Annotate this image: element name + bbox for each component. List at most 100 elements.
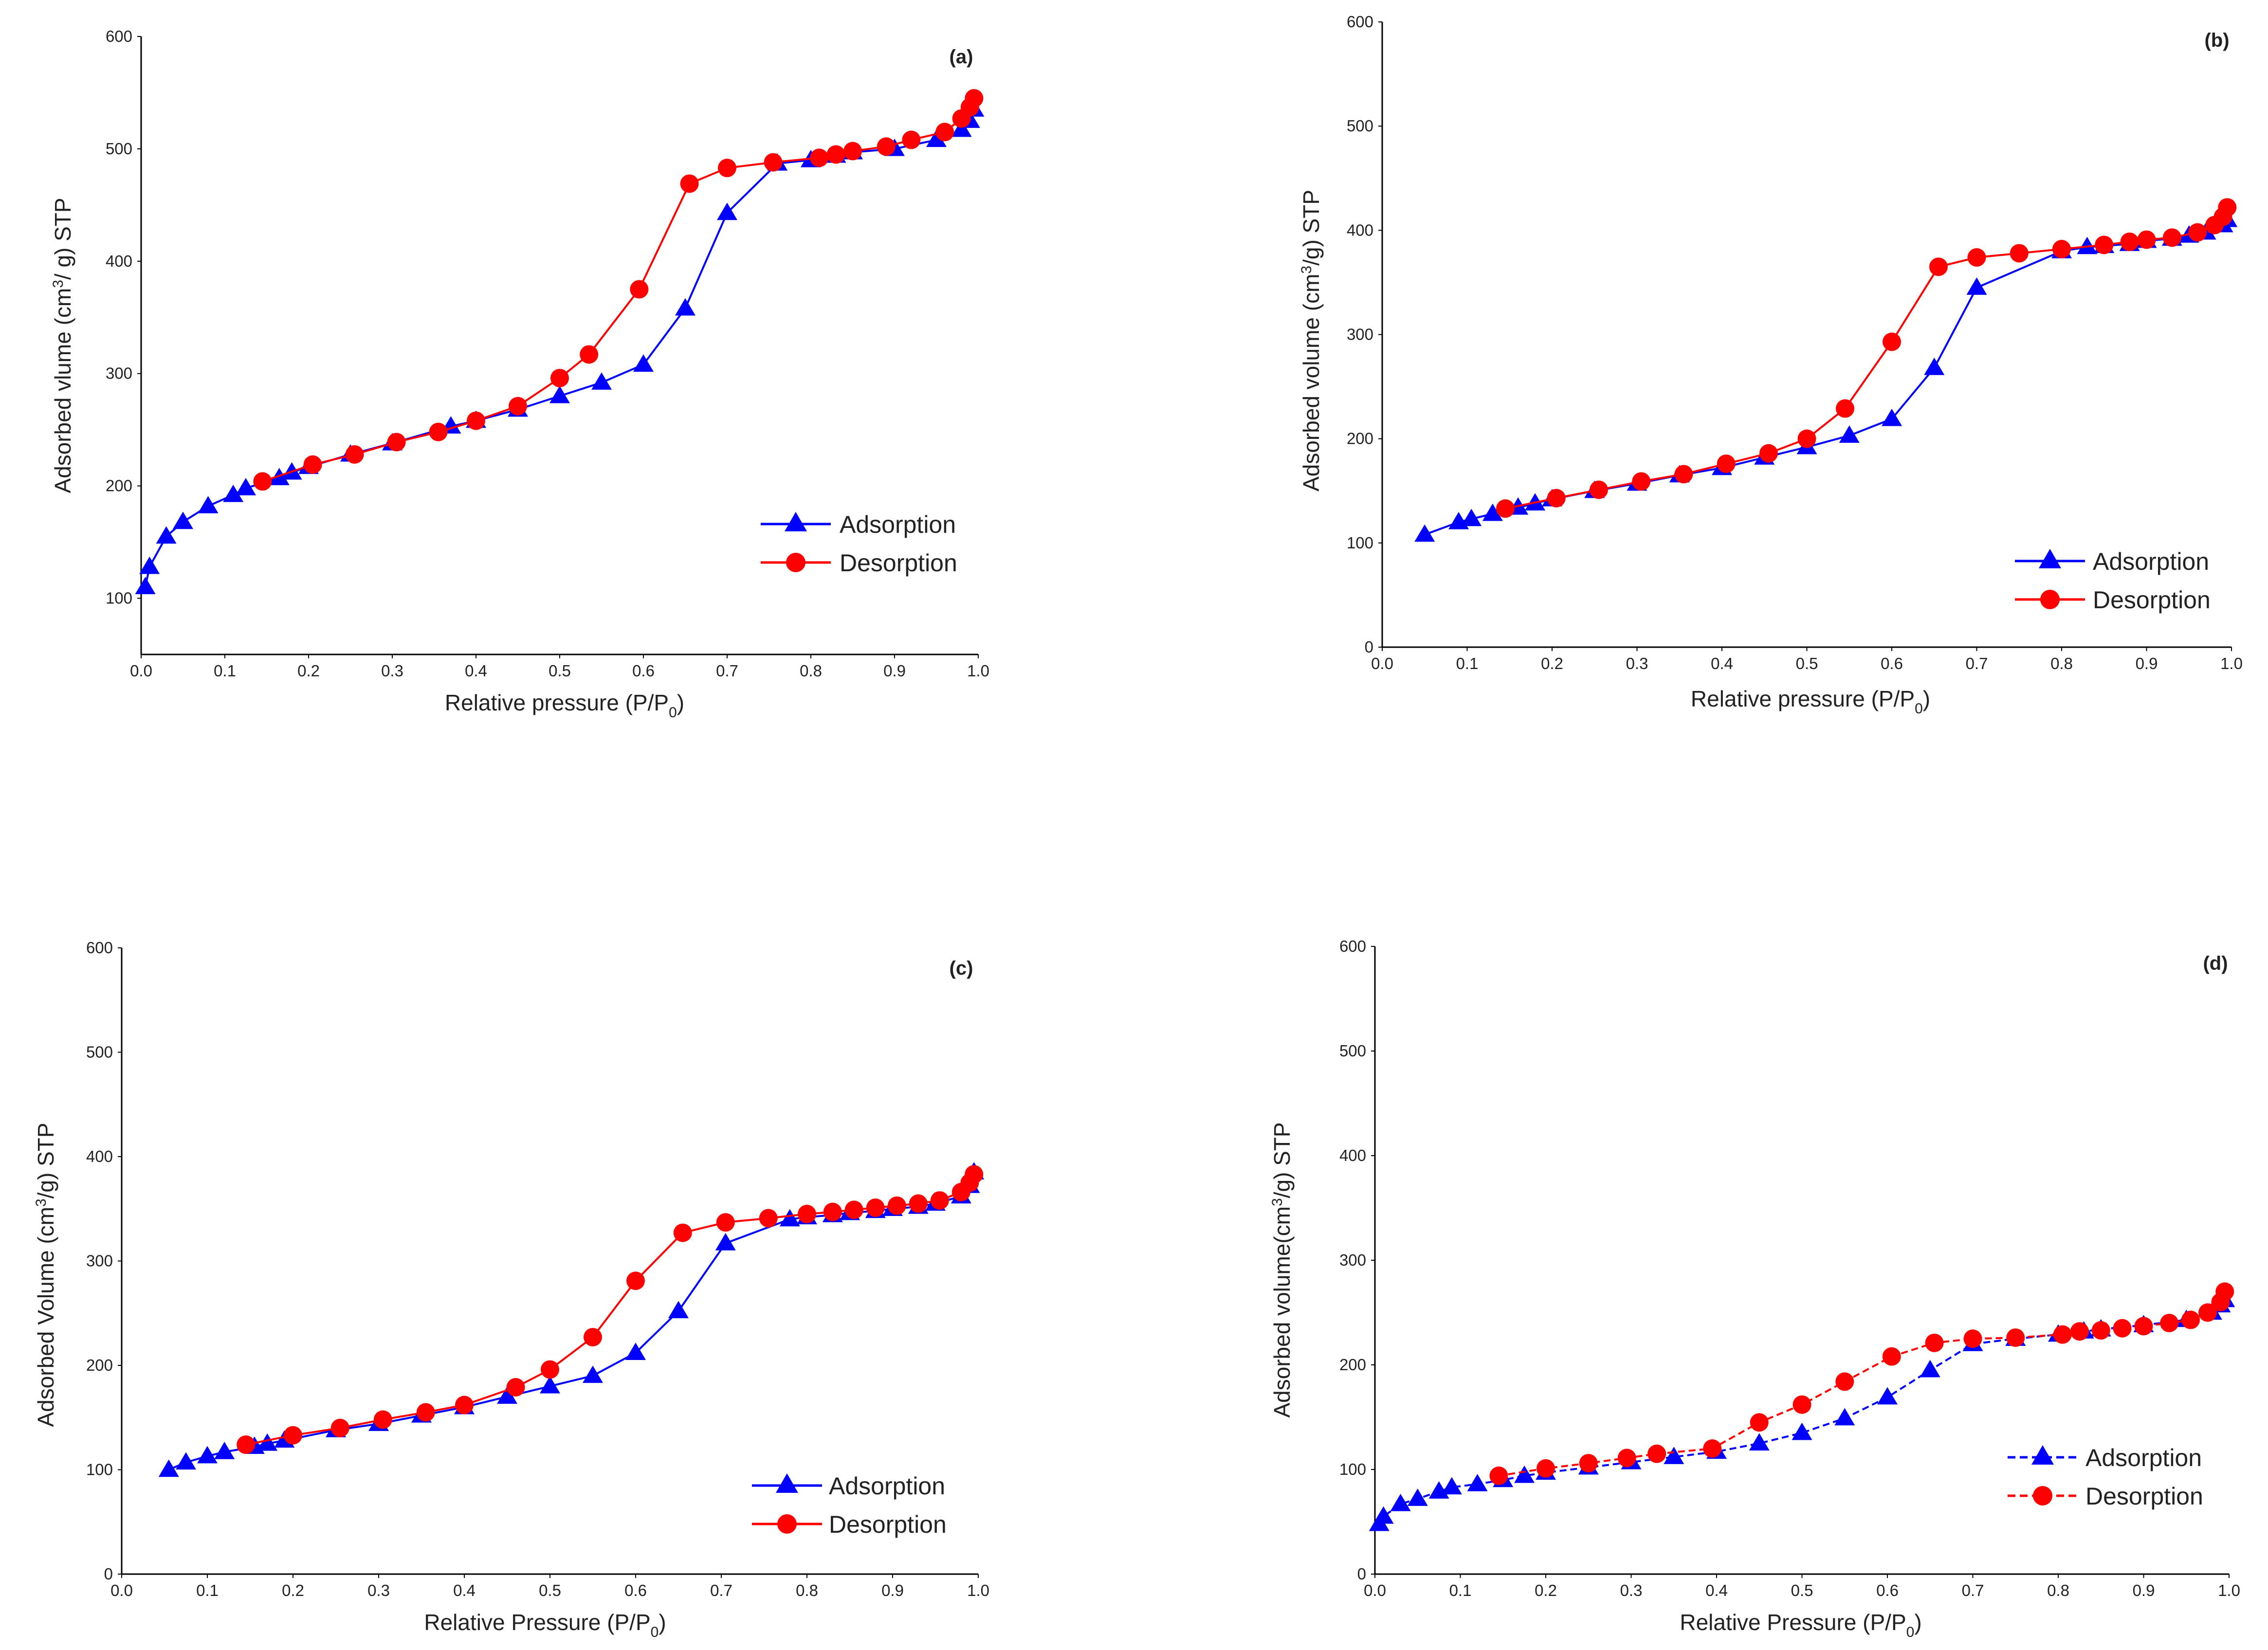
panel-b-x-axis-title: Relative pressure (P/P0): [1691, 686, 1930, 717]
panel-d-desorption-line: [1499, 1291, 2226, 1477]
desorption-point: [1929, 257, 1948, 276]
adsorption-point: [2077, 236, 2098, 254]
y-tick-label: 500: [1339, 1042, 1366, 1060]
legend-adsorption-marker: [752, 1473, 822, 1493]
y-tick-label: 100: [86, 1461, 113, 1479]
desorption-point: [680, 174, 699, 193]
panel-d-legend: Adsorption Desorption: [2008, 1444, 2203, 1510]
adsorption-point: [1467, 1474, 1488, 1491]
x-tick-label: 0.3: [1626, 654, 1648, 672]
adsorption-point: [198, 496, 219, 513]
desorption-point: [1882, 1347, 1901, 1366]
x-tick-label: 0.7: [1962, 1581, 1984, 1599]
adsorption-point: [173, 511, 193, 529]
desorption-point: [467, 411, 485, 430]
x-tick-label: 0.2: [1535, 1581, 1557, 1599]
legend-adsorption-label: Adsorption: [840, 511, 956, 538]
x-tick-label: 0.0: [1371, 654, 1393, 672]
x-tick-label: 0.7: [716, 662, 738, 680]
adsorption-point: [675, 298, 695, 316]
y-tick-label: 300: [106, 364, 132, 382]
legend-adsorption-label: Adsorption: [829, 1472, 945, 1500]
x-tick-label: 1.0: [2218, 1581, 2240, 1599]
desorption-point: [1750, 1413, 1769, 1432]
desorption-point: [1496, 499, 1515, 518]
panel-d-plot: [1369, 1282, 2235, 1531]
y-tick-label: 600: [1339, 937, 1366, 955]
x-tick-label: 0.5: [1791, 1581, 1813, 1599]
x-tick-label: 0.1: [214, 662, 236, 680]
panel-a: (a) 0.0 0.1 0.2 0.3 0.4 0.5 0.6 0.7 0.8 0.9 1.0 100…: [50, 27, 989, 721]
desorption-point: [823, 1202, 842, 1221]
desorption-point: [455, 1396, 474, 1414]
desorption-point: [2113, 1319, 2132, 1338]
legend-adsorption-marker: [2008, 1445, 2078, 1465]
panel-a-x-axis-title: Relative pressure (P/P0): [445, 690, 684, 721]
adsorption-point: [1664, 1447, 1684, 1464]
y-tick-label: 600: [106, 27, 132, 45]
y-tick-label: 100: [1339, 1460, 1366, 1478]
x-tick-label: 0.9: [2136, 654, 2158, 672]
y-tick-label: 200: [1347, 430, 1373, 448]
x-tick-label: 0.3: [367, 1581, 390, 1599]
desorption-point: [2053, 1325, 2072, 1344]
legend-desorption-marker: [2015, 590, 2085, 609]
panel-b-label: (b): [2204, 30, 2229, 51]
x-tick-label: 0.9: [883, 662, 906, 680]
desorption-point: [416, 1403, 435, 1422]
desorption-point: [764, 153, 783, 172]
desorption-point: [2095, 236, 2114, 254]
adsorption-point: [497, 1386, 517, 1404]
y-tick-label: 600: [86, 939, 113, 957]
x-tick-label: 0.8: [796, 1581, 818, 1599]
desorption-point: [1632, 472, 1651, 491]
x-tick-label: 0.1: [1449, 1581, 1472, 1599]
desorption-point: [630, 280, 649, 299]
x-tick-label: 0.8: [800, 662, 822, 680]
desorption-point: [2198, 1303, 2217, 1322]
legend-adsorption-marker: [2015, 549, 2085, 568]
adsorption-point: [1834, 1408, 1855, 1426]
adsorption-point: [633, 354, 654, 372]
y-tick-label: 300: [1347, 326, 1373, 344]
desorption-point: [951, 1182, 970, 1201]
panel-b: (b) 0.0 0.1 0.2 0.3 0.4 0.5 0.6 0.7 0.8 0.9 1.0 0 10…: [1299, 13, 2243, 717]
desorption-point: [2070, 1322, 2089, 1341]
desorption-point: [1836, 399, 1855, 418]
desorption-point: [626, 1271, 645, 1290]
panel-b-adsorption-line: [1424, 219, 2228, 536]
panel-c: (c) 0.0 0.1 0.2 0.3 0.4 0.5 0.6 0.7 0.8 0.9 1.0 0 10…: [33, 939, 989, 1640]
panel-a-label: (a): [950, 46, 973, 68]
desorption-point: [843, 142, 862, 161]
y-tick-label: 100: [106, 589, 132, 607]
legend-desorption-marker: [752, 1514, 822, 1534]
adsorption-point: [951, 119, 972, 137]
desorption-point: [887, 1196, 906, 1215]
desorption-point: [2188, 223, 2207, 242]
adsorption-point: [236, 478, 256, 495]
x-tick-label: 0.2: [297, 662, 320, 680]
adsorption-point: [926, 129, 947, 147]
desorption-point: [429, 422, 448, 441]
panel-a-legend: Adsorption Desorption: [761, 511, 957, 577]
desorption-point: [1883, 332, 1901, 351]
adsorption-point: [1390, 1493, 1411, 1511]
adsorption-point: [1482, 503, 1503, 521]
x-tick-label: 0.6: [632, 662, 655, 680]
desorption-point: [673, 1223, 692, 1242]
desorption-point: [1647, 1444, 1666, 1463]
desorption-point: [2181, 1310, 2200, 1329]
desorption-point: [1489, 1466, 1508, 1485]
desorption-point: [866, 1198, 885, 1217]
adsorption-point: [1461, 508, 1482, 526]
adsorption-point: [176, 1452, 196, 1470]
desorption-point: [1963, 1329, 1982, 1348]
legend-desorption-marker: [2008, 1486, 2078, 1505]
desorption-point: [2010, 244, 2029, 263]
y-tick-label: 500: [1347, 117, 1373, 135]
y-tick-label: 100: [1347, 534, 1373, 552]
panel-c-x-axis-title: Relative Pressure (P/P0): [424, 1610, 666, 1640]
panel-d: (d) 0.0 0.1 0.2 0.3 0.4 0.5 0.6 0.7 0.8 0.9 1.0 0 10…: [1269, 937, 2240, 1640]
desorption-point: [909, 1194, 928, 1213]
desorption-point: [2091, 1321, 2110, 1340]
